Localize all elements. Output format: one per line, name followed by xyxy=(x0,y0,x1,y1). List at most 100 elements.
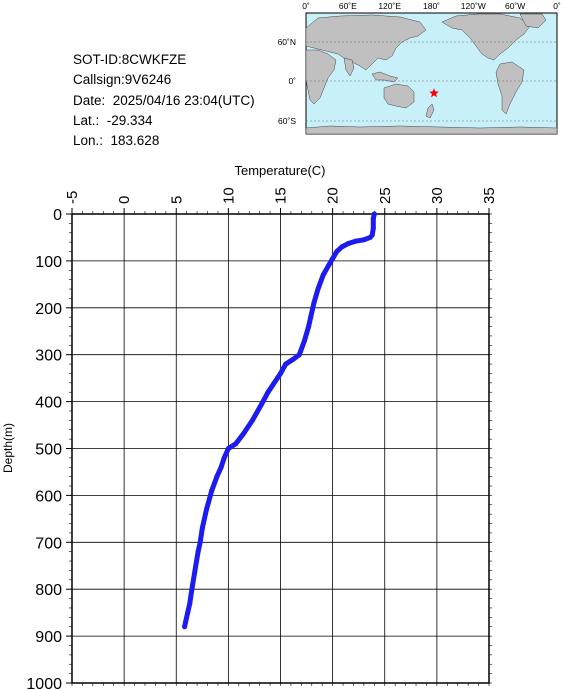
profile-data-point xyxy=(283,361,289,367)
profile-data-point xyxy=(345,241,351,246)
profile-data-point xyxy=(371,211,377,217)
profile-data-point xyxy=(214,474,220,480)
profile-data-point xyxy=(306,324,312,330)
x-tick-label: 5 xyxy=(168,196,185,204)
x-tick-label: 20 xyxy=(325,187,342,204)
profile-data-point xyxy=(330,256,336,262)
profile-data-point xyxy=(296,352,302,358)
chart-grid xyxy=(71,213,490,684)
profile-data-point xyxy=(361,237,367,243)
profile-data-point xyxy=(265,389,271,395)
profile-data-point xyxy=(259,401,265,407)
profile-data-point xyxy=(182,624,188,630)
profile-data-point xyxy=(240,431,246,437)
x-axis-label: Temperature(C) xyxy=(234,163,325,178)
land-greenland xyxy=(519,13,547,29)
profile-data-point xyxy=(367,234,373,240)
y-tick-label: 100 xyxy=(35,254,62,271)
y-tick-label: 400 xyxy=(35,395,62,412)
profile-data-point xyxy=(192,567,198,573)
profile-data-point xyxy=(370,225,376,231)
profile-data-point xyxy=(274,375,280,381)
star-icon xyxy=(429,88,439,98)
profile-data-point xyxy=(189,586,195,592)
map-latitude-label: 60˚S xyxy=(278,116,296,126)
x-tick-label: 30 xyxy=(429,187,446,204)
y-tick-label: 1000 xyxy=(26,676,62,690)
x-tick-label: 0 xyxy=(116,196,133,204)
profile-data-point xyxy=(320,272,326,278)
map-longitude-label: 120˚W xyxy=(461,1,486,11)
map-latitude-labels: 60˚N 0˚ 60˚S xyxy=(278,37,297,126)
x-tick-label: 15 xyxy=(273,187,290,204)
x-tick-label: -5 xyxy=(64,191,81,204)
profile-data-point xyxy=(315,286,321,292)
profile-data-point xyxy=(233,441,239,447)
land-africa xyxy=(305,49,337,105)
land-eurasia xyxy=(305,14,427,71)
map-longitude-label: 120˚E xyxy=(378,1,401,11)
x-tick-label: 25 xyxy=(377,187,394,204)
x-axis-ticks: -5 0 5 10 15 20 25 30 35 xyxy=(64,187,498,686)
profile-data-point xyxy=(197,539,203,545)
longitude-text: Lon.: 183.628 xyxy=(73,133,160,149)
land-new-zealand xyxy=(425,103,435,119)
map-grid xyxy=(306,41,557,122)
profile-data-point xyxy=(302,338,307,344)
temperature-profile-line xyxy=(182,211,377,630)
location-map: 0˚ 60˚E 120˚E 180˚ 120˚W 60˚W 0˚ 60˚N 0˚ 60˚S xyxy=(278,1,561,135)
profile-data-point xyxy=(221,455,227,461)
x-tick-label: 10 xyxy=(220,187,237,204)
date-text: Date: 2025/04/16 23:04(UTC) xyxy=(73,92,255,108)
y-tick-label: 200 xyxy=(35,301,62,318)
land-australia xyxy=(383,83,415,109)
y-tick-label: 0 xyxy=(53,207,62,224)
y-tick-label: 800 xyxy=(35,582,62,599)
y-tick-label: 900 xyxy=(35,629,62,646)
land-india xyxy=(343,57,355,77)
profile-data-point xyxy=(290,356,296,362)
profile-data-point xyxy=(334,249,340,254)
float-info-panel: SOT-ID:8CWKFZE Callsign:9V6246 Date: 202… xyxy=(73,50,255,151)
map-longitude-labels: 0˚ 60˚E 120˚E 180˚ 120˚W 60˚W 0˚ xyxy=(302,1,561,11)
map-longitude-label: 0˚ xyxy=(302,1,310,11)
profile-data-point xyxy=(199,525,205,531)
profile-data-point xyxy=(183,619,189,625)
y-axis-ticks: 0 100 200 300 400 500 600 700 800 900 1000 xyxy=(26,207,492,690)
profile-data-point xyxy=(225,446,231,451)
profile-data-point xyxy=(187,600,193,606)
land-north-america xyxy=(441,13,531,61)
profile-data-point xyxy=(185,610,191,616)
profile-data-point xyxy=(339,244,345,250)
map-longitude-label: 60˚E xyxy=(339,1,357,11)
profile-data-point xyxy=(278,371,283,376)
profile-data-point xyxy=(370,216,376,222)
profile-data-point xyxy=(326,263,331,269)
temperature-profile-series xyxy=(182,211,377,630)
profile-data-point xyxy=(311,300,317,306)
profile-data-point xyxy=(209,488,215,494)
y-tick-label: 600 xyxy=(35,488,62,505)
land-antarctica xyxy=(305,125,558,135)
land-indonesia xyxy=(371,71,399,83)
map-land xyxy=(305,13,558,135)
profile-data-point xyxy=(195,549,201,555)
sot-id-text: SOT-ID:8CWKFZE xyxy=(73,52,187,67)
map-latitude-label: 0˚ xyxy=(288,76,296,86)
profile-data-point xyxy=(353,238,359,244)
profile-data-point xyxy=(204,507,209,512)
map-longitude-label: 60˚W xyxy=(505,1,525,11)
profile-data-point xyxy=(218,464,224,470)
y-tick-label: 300 xyxy=(35,348,62,365)
land-south-america xyxy=(495,61,525,115)
x-tick-label: 35 xyxy=(481,187,498,204)
callsign-text: Callsign:9V6246 xyxy=(73,72,172,88)
map-longitude-label: 180˚ xyxy=(423,1,440,11)
profile-data-point xyxy=(308,314,314,320)
map-longitude-label: 0˚ xyxy=(553,1,561,11)
latitude-text: Lat.: -29.334 xyxy=(73,112,153,128)
y-tick-label: 500 xyxy=(35,442,62,459)
y-tick-label: 700 xyxy=(35,535,62,552)
y-axis-label: Depth(m) xyxy=(1,423,15,473)
